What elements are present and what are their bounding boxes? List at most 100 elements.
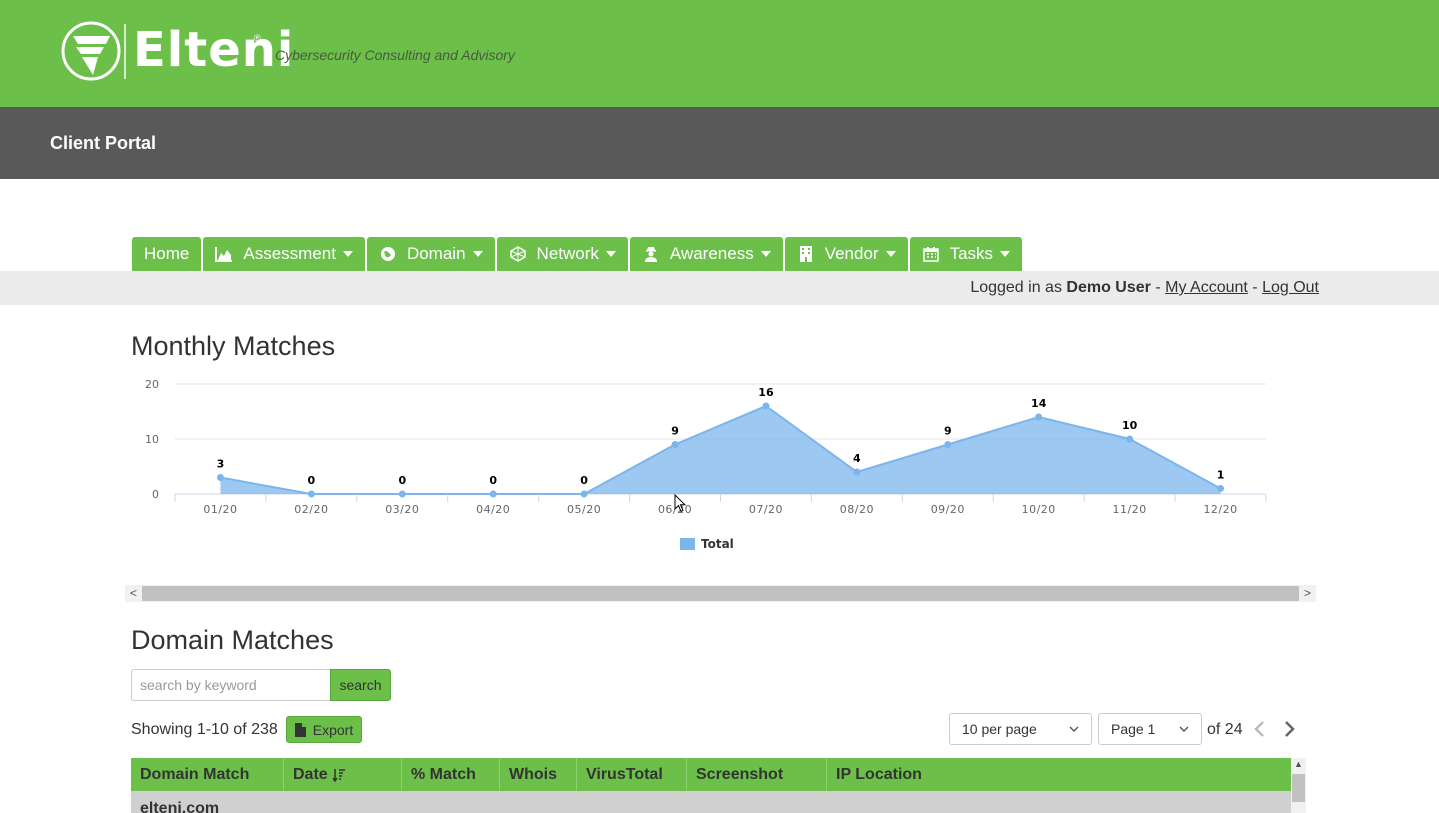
per-page-select[interactable]: 10 per page <box>949 713 1092 745</box>
data-label: 0 <box>580 474 588 487</box>
caret-down-icon <box>1000 251 1011 257</box>
col-ip-location[interactable]: IP Location <box>836 765 922 783</box>
legend-label: Total <box>701 537 734 551</box>
scroll-up-arrow[interactable]: ▲ <box>1294 759 1303 769</box>
main-nav: Home Assessment Domain Network Awareness… <box>132 237 1024 271</box>
nav-awareness[interactable]: Awareness <box>629 237 783 271</box>
x-tick-label: 03/20 <box>385 503 419 516</box>
series-line <box>220 404 1222 495</box>
data-label: 0 <box>308 474 316 487</box>
horizontal-scrollbar[interactable]: < > <box>125 585 1316 602</box>
legend-swatch <box>680 538 695 550</box>
search-input[interactable] <box>131 669 331 701</box>
data-point <box>1035 413 1043 421</box>
x-tick-label: 02/20 <box>294 503 328 516</box>
per-page-value: 10 per page <box>962 721 1037 737</box>
login-status: Logged in as Demo User - My Account - Lo… <box>970 279 1319 297</box>
y-tick-label: 20 <box>145 378 159 391</box>
data-point <box>853 468 861 476</box>
x-tick-label: 04/20 <box>476 503 510 516</box>
chevron-down-icon <box>1069 726 1079 732</box>
data-point <box>944 441 952 448</box>
data-label: 10 <box>1122 419 1138 432</box>
next-page-icon[interactable] <box>1283 719 1297 739</box>
col-domain-match[interactable]: Domain Match <box>131 758 284 791</box>
nav-network-label: Network <box>536 244 599 263</box>
x-tick-label: 09/20 <box>931 503 965 516</box>
col-whois[interactable]: Whois <box>500 758 577 791</box>
x-tick-label: 08/20 <box>840 503 874 516</box>
page-value: Page 1 <box>1111 721 1156 737</box>
scrollbar-thumb[interactable] <box>142 586 1299 601</box>
my-account-link[interactable]: My Account <box>1165 279 1248 296</box>
caret-down-icon <box>472 251 483 257</box>
data-point <box>398 490 406 498</box>
page-count: of 24 <box>1207 721 1243 738</box>
col-match-percent[interactable]: % Match <box>402 758 500 791</box>
log-out-link[interactable]: Log Out <box>1262 279 1319 296</box>
x-tick-label: 07/20 <box>749 503 783 516</box>
elteni-logo-icon <box>61 21 121 81</box>
nav-network[interactable]: Network <box>496 237 628 271</box>
data-point <box>1217 485 1225 492</box>
col-date[interactable]: Date <box>284 758 402 791</box>
table-row[interactable]: elteni.com <box>131 791 1291 813</box>
nav-domain-label: Domain <box>406 244 466 263</box>
y-tick-label: 10 <box>145 433 159 446</box>
col-virustotal[interactable]: VirusTotal <box>577 758 687 791</box>
caret-down-icon <box>342 251 353 257</box>
domain-match-cell: elteni.com <box>140 800 220 813</box>
x-tick-label: 05/20 <box>567 503 601 516</box>
data-label: 14 <box>1031 397 1047 410</box>
nav-domain[interactable]: Domain <box>366 237 495 271</box>
col-screenshot[interactable]: Screenshot <box>687 758 827 791</box>
search-button[interactable]: search <box>330 669 391 701</box>
scrollbar-thumb[interactable] <box>1292 774 1305 802</box>
login-sep: - <box>1155 279 1161 296</box>
x-tick-label: 01/20 <box>203 503 237 516</box>
caret-down-icon <box>885 251 896 257</box>
scroll-left-arrow[interactable]: < <box>129 586 137 600</box>
data-label: 4 <box>853 452 861 465</box>
data-label: 16 <box>758 386 774 399</box>
data-label: 0 <box>489 474 497 487</box>
data-point <box>1126 435 1134 443</box>
area-chart-icon <box>215 247 233 262</box>
data-point <box>671 441 679 448</box>
sort-amount-down-icon <box>332 768 345 782</box>
export-label: Export <box>312 721 354 738</box>
login-bar: Logged in as Demo User - My Account - Lo… <box>0 271 1439 305</box>
data-label: 9 <box>944 425 952 438</box>
top-header: Elteni ® Cybersecurity Consulting and Ad… <box>0 0 1439 107</box>
data-label: 3 <box>217 458 225 471</box>
data-point <box>580 490 588 498</box>
registered-mark: ® <box>254 33 261 43</box>
login-sep: - <box>1252 279 1258 296</box>
nav-vendor[interactable]: Vendor <box>784 237 908 271</box>
export-button[interactable]: Export <box>286 716 362 743</box>
domain-matches-title: Domain Matches <box>131 625 334 655</box>
nav-tasks[interactable]: Tasks <box>909 237 1023 271</box>
col-date-label: Date <box>293 765 328 783</box>
caret-down-icon <box>605 251 616 257</box>
scroll-right-arrow[interactable]: > <box>1303 586 1311 600</box>
portal-title: Client Portal <box>50 133 157 153</box>
nav-vendor-label: Vendor <box>824 244 879 263</box>
data-point <box>216 474 224 481</box>
tagline: Cybersecurity Consulting and Advisory <box>275 47 515 63</box>
nav-home-label: Home <box>144 244 190 263</box>
x-tick-label: 11/20 <box>1113 503 1147 516</box>
building-icon <box>799 246 812 262</box>
data-label: 0 <box>398 474 406 487</box>
nav-home[interactable]: Home <box>132 237 202 271</box>
data-label: 9 <box>671 425 679 438</box>
file-icon <box>294 722 306 737</box>
nav-awareness-label: Awareness <box>669 244 754 263</box>
chevron-down-icon <box>1179 726 1189 732</box>
page-select[interactable]: Page 1 <box>1098 713 1202 745</box>
prev-page-icon[interactable] <box>1252 719 1266 739</box>
vertical-scrollbar[interactable]: ▲ <box>1291 758 1306 813</box>
nav-assessment[interactable]: Assessment <box>203 237 365 271</box>
nav-tasks-label: Tasks <box>949 244 994 263</box>
x-tick-label: 12/20 <box>1203 503 1237 516</box>
